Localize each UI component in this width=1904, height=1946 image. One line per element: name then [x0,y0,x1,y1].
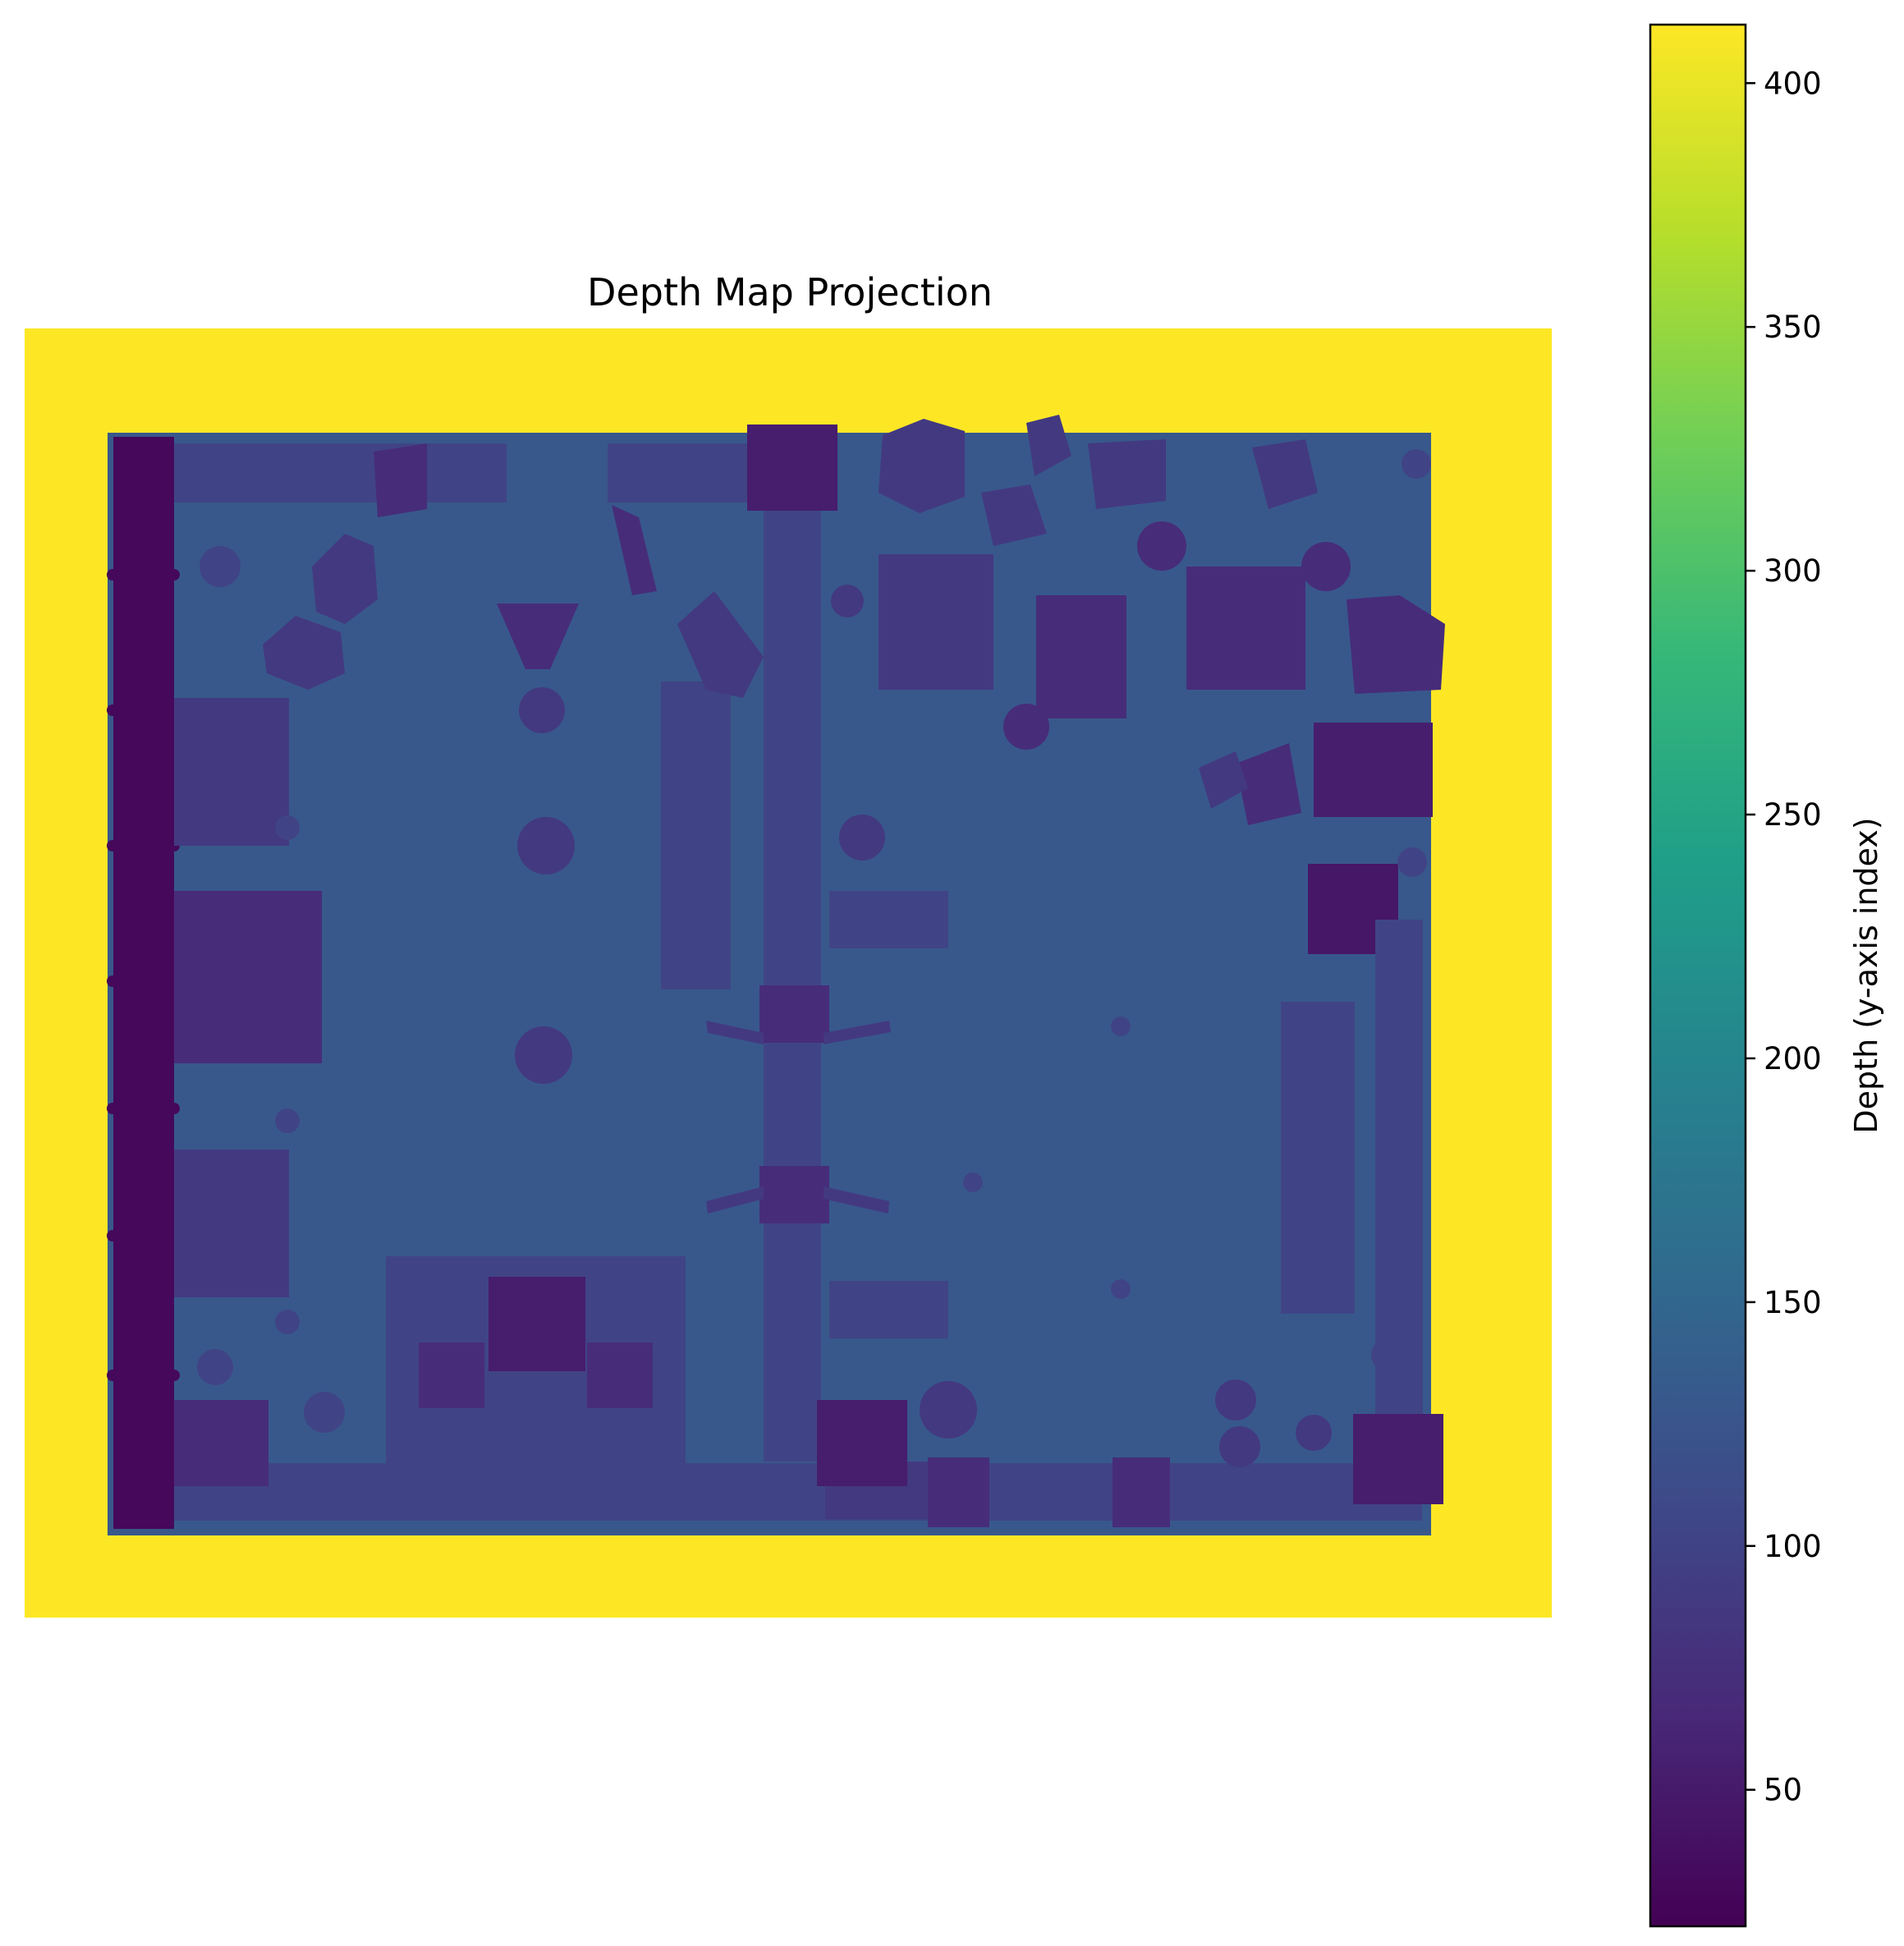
heatmap-region-59 [1281,1002,1355,1314]
heatmap-region-71 [1137,521,1186,571]
heatmap-region-65 [1088,439,1166,509]
heatmap-region-10 [107,1230,118,1241]
heatmap-region-53 [1036,595,1126,718]
heatmap-region-30 [174,1400,268,1486]
heatmap-region-77 [1215,1379,1256,1420]
heatmap-region-8 [107,1103,118,1114]
heatmap-region-80 [1111,1017,1131,1036]
heatmap-region-0 [107,569,118,581]
colorbar: 50 100 150 200 250 300 350 400 Depth (y-axis in… [1649,23,1884,1928]
heatmap-region-19 [1113,1457,1170,1527]
heatmap-region-32 [489,1277,585,1371]
heatmap-region-68 [1236,743,1301,825]
depth-heatmap [25,328,1552,1618]
colorbar-label: Depth (y-axis index) [1848,817,1884,1133]
heatmap-region-64 [1026,415,1071,476]
heatmap-region-37 [263,616,345,690]
heatmap-region-48 [677,591,764,698]
heatmap-region-73 [1003,704,1049,750]
heatmap-region-29 [174,1150,289,1297]
heatmap-region-18 [928,1457,989,1527]
heatmap-region-40 [517,817,575,874]
heatmap-region-67 [1347,595,1445,694]
heatmap-region-82 [1111,1279,1131,1299]
heatmap-region-55 [1314,723,1433,817]
heatmap-region-58 [829,1281,948,1338]
heatmap-region-78 [1296,1415,1332,1451]
heatmap-region-39 [519,687,565,733]
heatmap-region-38 [497,604,579,669]
heatmap-region-84 [1397,847,1427,877]
heatmap-region-70 [981,484,1047,546]
heatmap-region-6 [107,975,118,987]
heatmap-region-62 [1353,1414,1443,1504]
heatmap-region-63 [879,419,965,513]
heatmap-region-46 [197,1349,233,1385]
heatmap-region-76 [920,1381,977,1439]
heatmap-region-9 [168,1103,180,1114]
colorbar-tick-label: 350 [1764,310,1822,345]
heatmap-region-79 [1219,1426,1260,1467]
colorbar-tick-label: 250 [1764,797,1822,833]
heatmap-region-75 [839,815,885,861]
heatmap-region-61 [817,1400,907,1486]
heatmap-region-60 [1375,920,1423,1478]
heatmap-region-49 [374,443,427,517]
heatmap-region-26 [824,1186,889,1214]
heatmap-region-41 [515,1026,572,1084]
heatmap-region-33 [419,1342,484,1408]
colorbar-tick-label: 400 [1764,66,1822,101]
heatmap-region-2 [107,705,118,716]
heatmap-wall-strip [113,437,174,1529]
heatmap-region-52 [879,554,993,690]
heatmap-region-44 [275,1108,300,1133]
heatmap-region-57 [829,891,948,948]
heatmap-region-42 [200,546,241,587]
colorbar-tick-label: 100 [1764,1529,1822,1564]
heatmap-region-23 [706,1021,764,1044]
heatmap-region-43 [275,815,300,840]
heatmap-region-81 [963,1173,983,1192]
colorbar-tick-label: 300 [1764,553,1822,589]
chart-title: Depth Map Projection [587,270,993,314]
heatmap-region-74 [831,585,864,617]
colorbar-ticks: 50 100 150 200 250 300 350 400 [1746,66,1822,1808]
colorbar-tick-label: 150 [1764,1285,1822,1320]
heatmap-region-21 [759,985,829,1043]
heatmap-region-72 [1301,542,1351,591]
heatmap-region-66 [1252,439,1318,509]
heatmap-region-20 [764,443,821,1462]
heatmap-region-69 [1199,751,1248,809]
heatmap-region-4 [107,840,118,851]
colorbar-frame [1649,23,1747,1928]
heatmap-region-28 [174,891,322,1063]
heatmap-region-54 [1186,567,1305,690]
heatmap-region-22 [759,1166,829,1223]
heatmap-region-50 [612,505,657,595]
heatmap-region-85 [1371,1338,1404,1371]
heatmap-region-34 [587,1342,653,1408]
heatmap-region-16 [174,1463,1422,1521]
heatmap-region-25 [706,1186,764,1214]
heatmap-region-47 [304,1392,345,1433]
heatmap-region-36 [312,534,378,624]
heatmap-region-13 [168,1370,180,1381]
heatmap-region-15 [608,443,747,503]
heatmap-region-12 [107,1370,118,1381]
heatmap-region-24 [824,1021,891,1044]
heatmap-region-51 [747,425,837,511]
colorbar-gradient [1650,25,1746,1926]
colorbar-tick-label: 200 [1764,1041,1822,1076]
heatmap-region-45 [275,1310,300,1334]
heatmap-region-1 [168,569,180,581]
heatmap-region-83 [1402,449,1431,479]
heatmap-region-35 [661,682,731,989]
heatmap-region-14 [174,443,507,503]
heatmap-region-27 [174,698,289,846]
colorbar-tick-label: 50 [1764,1773,1802,1808]
